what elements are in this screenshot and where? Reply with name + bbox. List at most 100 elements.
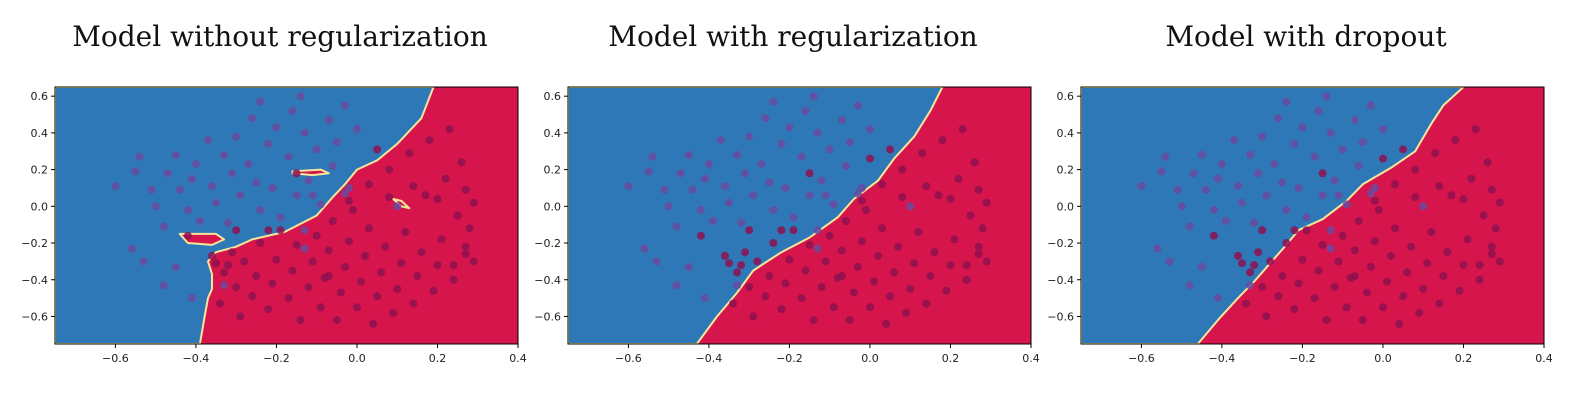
data-point-red [457,158,466,167]
data-point-blue [644,167,653,176]
data-point-blue [1338,145,1347,154]
data-point-red [1350,246,1359,255]
y-tick-label: −0.4 [534,274,561,287]
plot-area [568,87,1031,344]
data-point-red [461,250,470,259]
data-point-blue [187,294,196,303]
data-point-red [365,224,373,233]
x-tick-label: 0.0 [861,352,879,365]
data-point-blue [1318,191,1327,200]
data-point-blue [175,185,184,194]
data-point-red [268,279,277,288]
data-point-blue [1366,101,1375,110]
data-point-red [958,125,967,134]
data-point-blue [272,123,281,132]
data-point-red [272,255,281,264]
data-point-blue [648,152,657,161]
data-point-blue [1419,202,1428,211]
data-point-blue [1230,136,1238,145]
data-point-blue [284,152,293,161]
data-point-blue [212,198,220,207]
data-point-blue [813,226,822,235]
data-point-red [1362,288,1371,297]
data-point-red [922,182,931,191]
data-point-red [962,275,971,284]
data-point-red [1487,250,1496,259]
data-point-red [1467,174,1476,183]
data-point-red [1266,257,1275,266]
data-point-blue [1298,123,1307,132]
data-point-blue [324,116,333,124]
data-point-red [954,174,963,183]
data-point-blue [676,169,685,178]
chart-title: Model with dropout [1165,20,1447,53]
y-tick-label: −0.2 [21,237,48,250]
scatter-plot: −0.6 −0.4 −0.2 0.0 0.2 0.4 0.6 0.4 0.2 0.0 −0.2 −0.… [534,86,1040,365]
data-point-blue [684,150,693,159]
data-point-blue [224,218,233,227]
data-point-red [765,272,774,281]
y-tick-label: 0.2 [31,164,49,177]
y-tick-label: 0.4 [544,127,562,140]
data-point-red [1358,316,1367,325]
data-point-red [1491,224,1500,233]
data-point-blue [801,106,810,115]
data-point-blue [204,136,212,145]
data-point-blue [829,200,838,209]
data-point-red [974,242,983,251]
data-point-red [417,248,426,257]
data-point-blue [171,150,180,159]
data-point-red [236,312,245,321]
data-point-red [449,275,458,284]
y-tick-label: −0.6 [21,310,48,323]
data-point-blue [652,257,661,266]
data-point-blue [187,174,196,183]
data-point-blue [853,101,862,110]
data-point-blue [139,257,148,266]
data-point-red [918,149,927,158]
data-point-red [1366,262,1375,271]
data-point-blue [737,218,746,227]
data-point-blue [664,202,673,211]
data-point-red [1419,284,1428,293]
axes-frame [1080,86,1545,345]
data-point-red [1391,180,1399,189]
data-point-red [805,240,814,249]
panel-regularization: Model with regularization −0.6 −0.4 −0.2 0.… [533,0,1053,404]
data-point-red [208,251,216,260]
data-point-blue [700,174,709,183]
data-point-blue [733,150,742,159]
chart-title: Model without regularization [72,20,488,53]
data-point-red [232,283,241,292]
data-point-blue [1282,206,1291,214]
data-point-blue [700,294,709,303]
data-point-blue [292,191,301,200]
data-point-red [344,196,353,205]
data-point-red [1423,259,1432,268]
data-point-red [292,169,301,178]
chart-title: Model with regularization [608,20,978,53]
data-point-red [910,259,919,268]
data-point-red [886,292,895,301]
data-point-blue [721,182,729,191]
data-point-blue [1213,174,1222,183]
data-point-red [369,319,378,328]
x-tick-label: −0.4 [1209,352,1236,365]
data-point-blue [1165,257,1174,266]
data-point-red [861,206,870,214]
data-point-red [1455,286,1464,295]
x-tick-label: 0.2 [942,352,960,365]
data-point-red [926,272,935,281]
x-tick-label: −0.4 [696,352,723,365]
data-point-red [801,266,810,275]
data-point-blue [312,145,321,154]
data-point-blue [300,244,309,253]
data-point-red [212,259,220,268]
data-point-blue [1213,294,1222,303]
data-point-red [1395,319,1404,328]
data-point-red [401,228,410,236]
data-point-blue [821,191,830,200]
data-point-blue [340,101,349,110]
data-point-red [332,316,341,325]
y-tick-label: 0.6 [544,90,562,103]
